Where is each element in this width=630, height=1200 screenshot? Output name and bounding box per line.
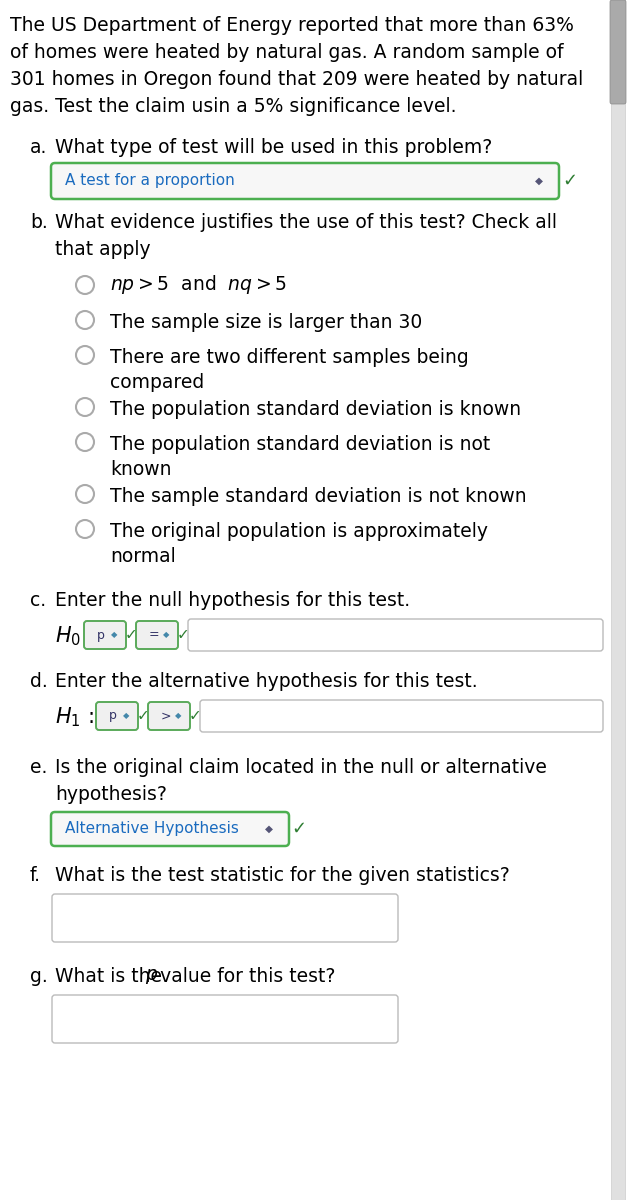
FancyBboxPatch shape	[611, 0, 625, 1200]
Text: The population standard deviation is known: The population standard deviation is kno…	[110, 400, 521, 419]
Text: ◆: ◆	[175, 712, 181, 720]
Text: What is the test statistic for the given statistics?: What is the test statistic for the given…	[55, 866, 510, 886]
Text: =: =	[145, 629, 164, 642]
Text: normal: normal	[110, 547, 176, 566]
Text: a.: a.	[30, 138, 47, 157]
Text: ✓: ✓	[189, 708, 202, 724]
Text: ◆: ◆	[163, 630, 169, 640]
Text: Is the original claim located in the null or alternative: Is the original claim located in the nul…	[55, 758, 547, 778]
FancyBboxPatch shape	[136, 622, 178, 649]
Text: that apply: that apply	[55, 240, 151, 259]
Text: ✓: ✓	[137, 708, 150, 724]
FancyBboxPatch shape	[84, 622, 126, 649]
Text: $H_0$: $H_0$	[55, 624, 81, 648]
Text: Enter the null hypothesis for this test.: Enter the null hypothesis for this test.	[55, 590, 410, 610]
Text: $H_1$ :: $H_1$ :	[55, 706, 94, 728]
FancyBboxPatch shape	[96, 702, 138, 730]
Text: $p$: $p$	[145, 967, 158, 986]
Text: d.: d.	[30, 672, 48, 691]
Text: Enter the alternative hypothesis for this test.: Enter the alternative hypothesis for thi…	[55, 672, 478, 691]
FancyBboxPatch shape	[200, 700, 603, 732]
Text: >: >	[157, 709, 176, 722]
Text: of homes were heated by natural gas. A random sample of: of homes were heated by natural gas. A r…	[10, 43, 563, 62]
Text: ◆: ◆	[265, 824, 273, 834]
Text: g.: g.	[30, 967, 48, 986]
Text: What is the: What is the	[55, 967, 168, 986]
Text: b.: b.	[30, 214, 48, 232]
Text: f.: f.	[30, 866, 41, 886]
FancyBboxPatch shape	[51, 812, 289, 846]
Text: ◆: ◆	[123, 712, 129, 720]
Text: The US Department of Energy reported that more than 63%: The US Department of Energy reported tha…	[10, 16, 574, 35]
FancyBboxPatch shape	[188, 619, 603, 650]
Text: $np > 5$  and  $nq > 5$: $np > 5$ and $nq > 5$	[110, 274, 287, 296]
Text: The sample size is larger than 30: The sample size is larger than 30	[110, 313, 422, 332]
Text: ✓: ✓	[291, 820, 306, 838]
Text: What type of test will be used in this problem?: What type of test will be used in this p…	[55, 138, 492, 157]
Text: There are two different samples being: There are two different samples being	[110, 348, 469, 367]
Text: hypothesis?: hypothesis?	[55, 785, 167, 804]
Text: The sample standard deviation is not known: The sample standard deviation is not kno…	[110, 487, 527, 506]
Text: -value for this test?: -value for this test?	[154, 967, 335, 986]
Text: known: known	[110, 460, 171, 479]
Text: 301 homes in Oregon found that 209 were heated by natural: 301 homes in Oregon found that 209 were …	[10, 70, 583, 89]
Text: The original population is approximately: The original population is approximately	[110, 522, 488, 541]
Text: The population standard deviation is not: The population standard deviation is not	[110, 434, 490, 454]
Text: gas. Test the claim usin a 5% significance level.: gas. Test the claim usin a 5% significan…	[10, 97, 457, 116]
Text: e.: e.	[30, 758, 47, 778]
Text: compared: compared	[110, 373, 204, 392]
Text: A test for a proportion: A test for a proportion	[65, 174, 235, 188]
Text: ✓: ✓	[562, 172, 577, 190]
FancyBboxPatch shape	[52, 995, 398, 1043]
FancyBboxPatch shape	[51, 163, 559, 199]
Text: Alternative Hypothesis: Alternative Hypothesis	[65, 822, 239, 836]
Text: What evidence justifies the use of this test? Check all: What evidence justifies the use of this …	[55, 214, 557, 232]
Text: c.: c.	[30, 590, 46, 610]
FancyBboxPatch shape	[610, 0, 626, 104]
Text: ✓: ✓	[125, 628, 138, 642]
Text: ✓: ✓	[177, 628, 190, 642]
Text: ◆: ◆	[535, 176, 543, 186]
FancyBboxPatch shape	[148, 702, 190, 730]
Text: ◆: ◆	[111, 630, 117, 640]
FancyBboxPatch shape	[52, 894, 398, 942]
Text: p: p	[105, 709, 121, 722]
Text: p: p	[93, 629, 109, 642]
